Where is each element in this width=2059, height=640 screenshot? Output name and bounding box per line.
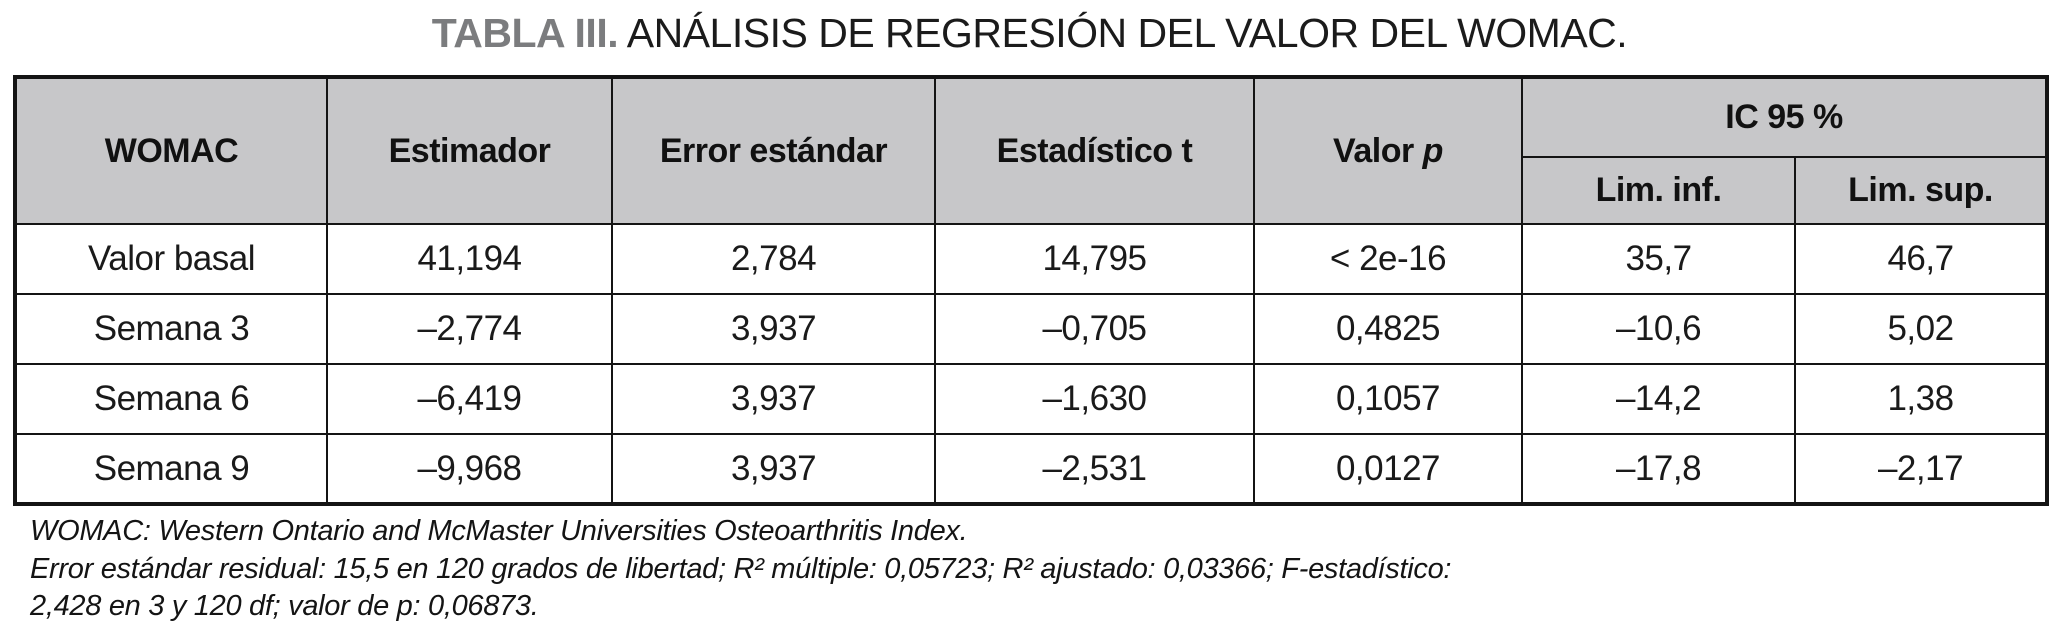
table-cell: –0,705 <box>934 293 1255 365</box>
table-cell: 3,937 <box>611 363 936 435</box>
table-cell: –14,2 <box>1521 363 1796 435</box>
table-title: TABLA III. ANÁLISIS DE REGRESIÓN DEL VAL… <box>0 10 2059 57</box>
table-cell: 14,795 <box>934 223 1255 295</box>
col-header-womac: WOMAC <box>14 76 328 225</box>
footnote-line-1: WOMAC: Western Ontario and McMaster Univ… <box>30 515 968 547</box>
table-row-valor-basal: Valor basal 41,194 2,784 14,795 < 2e-16 … <box>14 223 2049 295</box>
table-cell: –6,419 <box>326 363 613 435</box>
table-cell: –9,968 <box>326 433 613 505</box>
table-cell: –1,630 <box>934 363 1255 435</box>
table-title-text: ANÁLISIS DE REGRESIÓN DEL VALOR DEL WOMA… <box>618 10 1628 56</box>
col-header-lim-sup: Lim. sup. <box>1793 156 2049 225</box>
table-cell: –2,774 <box>326 293 613 365</box>
valor-label: Valor <box>1333 131 1423 170</box>
footnote-line-2: Error estándar residual: 15,5 en 120 gra… <box>30 552 1452 585</box>
table-row-semana-6: Semana 6 –6,419 3,937 –1,630 0,1057 –14,… <box>14 363 2049 435</box>
header-row-top: WOMAC Estimador Error estándar Estadísti… <box>14 76 2049 225</box>
table-cell: 41,194 <box>326 223 613 295</box>
table-row-semana-9: Semana 9 –9,968 3,937 –2,531 0,0127 –17,… <box>14 433 2049 505</box>
col-header-estimador: Estimador <box>326 76 613 225</box>
table-cell: –2,17 <box>1793 433 2049 505</box>
table-cell: 5,02 <box>1793 293 2049 365</box>
table-cell: –10,6 <box>1521 293 1796 365</box>
table-cell: 2,784 <box>611 223 936 295</box>
row-label-cell: Valor basal <box>14 223 328 295</box>
regression-table: WOMAC Estimador Error estándar Estadísti… <box>13 75 2050 506</box>
table-cell: 0,4825 <box>1253 293 1523 365</box>
col-header-lim-inf: Lim. inf. <box>1521 156 1796 225</box>
row-label-cell: Semana 6 <box>14 363 328 435</box>
row-label-cell: Semana 9 <box>14 433 328 505</box>
row-label-cell: Semana 3 <box>14 293 328 365</box>
col-header-estadistico-t: Estadístico t <box>934 76 1255 225</box>
col-header-valor-p: Valor p <box>1253 76 1523 225</box>
footnote-line-3: 2,428 en 3 y 120 df; valor de p: 0,06873… <box>30 590 539 623</box>
table-cell: < 2e-16 <box>1253 223 1523 295</box>
table-cell: 0,1057 <box>1253 363 1523 435</box>
table-row-semana-3: Semana 3 –2,774 3,937 –0,705 0,4825 –10,… <box>14 293 2049 365</box>
table-cell: 35,7 <box>1521 223 1796 295</box>
p-italic-label: p <box>1422 131 1444 170</box>
table-cell: –17,8 <box>1521 433 1796 505</box>
table-cell: 3,937 <box>611 433 936 505</box>
table-number-label: TABLA III. <box>431 10 619 56</box>
table-cell: –2,531 <box>934 433 1255 505</box>
table-cell: 3,937 <box>611 293 936 365</box>
col-header-error-estandar: Error estándar <box>611 76 936 225</box>
table-cell: 46,7 <box>1793 223 2049 295</box>
col-header-ic95: IC 95 % <box>1520 76 2049 158</box>
table-cell: 0,0127 <box>1253 433 1523 505</box>
table-cell: 1,38 <box>1793 363 2049 435</box>
header-row-sub: Lim. inf. Lim. sup. <box>15 156 2049 225</box>
table-footnotes: WOMAC: Western Ontario and McMaster Univ… <box>30 513 2030 626</box>
